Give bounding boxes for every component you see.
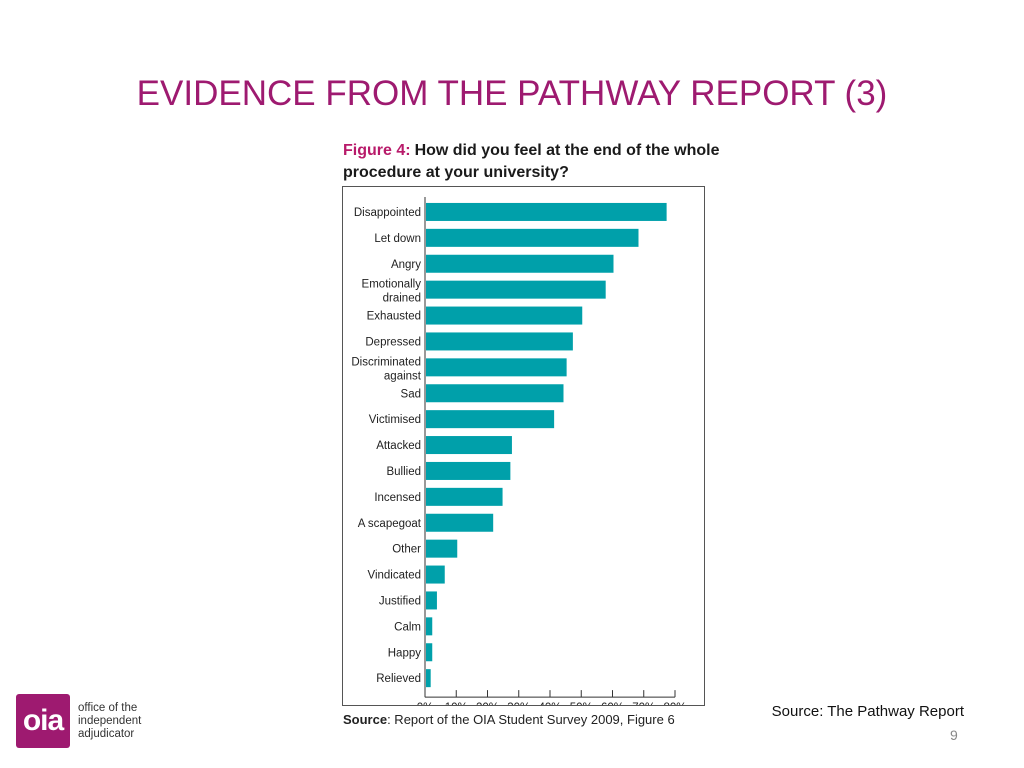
figure-label: Figure 4: xyxy=(343,142,411,159)
category-label: Discriminated against xyxy=(351,356,421,382)
x-tick-label: 50% xyxy=(570,702,593,705)
figure-source-text: : Report of the OIA Student Survey 2009,… xyxy=(387,712,675,727)
category-label: Disappointed xyxy=(354,207,421,219)
oia-logo-mark: oia xyxy=(16,694,70,748)
bar xyxy=(426,358,567,377)
x-tick-label: 70% xyxy=(632,702,655,705)
category-label: Bullied xyxy=(386,466,421,478)
bar xyxy=(426,280,606,299)
category-label: Exhausted xyxy=(367,311,421,323)
figure-heading: Figure 4: How did you feel at the end of … xyxy=(343,140,723,184)
bar xyxy=(426,513,494,532)
category-label: Angry xyxy=(391,259,421,271)
x-tick-label: 0% xyxy=(417,702,434,705)
category-label: A scapegoat xyxy=(358,518,422,530)
category-label: Relieved xyxy=(376,673,421,685)
chart-frame: Disappointed Let down Angry Emotionally drai… xyxy=(342,186,705,706)
figure-question: How did you feel at the end of the whole… xyxy=(343,142,720,181)
category-label: Calm xyxy=(394,621,421,633)
category-label: Sad xyxy=(401,388,421,400)
x-tick-label: 30% xyxy=(507,702,530,705)
figure-source-label: Source xyxy=(343,712,388,727)
bar xyxy=(426,202,667,221)
bar xyxy=(426,332,573,351)
category-label: Happy xyxy=(388,647,421,659)
category-label: Depressed xyxy=(365,336,421,348)
category-label: Emotionally drained xyxy=(362,279,422,305)
x-tick-label: 60% xyxy=(601,702,624,705)
bar xyxy=(426,591,437,610)
category-label: Victimised xyxy=(369,414,421,426)
x-tick-label: 20% xyxy=(476,702,499,705)
bar xyxy=(426,487,503,506)
oia-logo: oia office of the independent adjudicato… xyxy=(16,694,141,748)
category-label: Vindicated xyxy=(368,570,422,582)
x-tick-label: 10% xyxy=(445,702,468,705)
category-label: Other xyxy=(392,544,421,556)
logo-line: independent xyxy=(78,714,142,727)
page-number: 9 xyxy=(950,727,958,743)
x-tick-label: 40% xyxy=(538,702,561,705)
logo-line: office of the xyxy=(78,701,138,714)
bar xyxy=(426,617,433,636)
bar xyxy=(426,539,458,558)
logo-line: adjudicator xyxy=(78,727,135,740)
bar xyxy=(426,669,431,688)
bar xyxy=(426,436,512,455)
figure-source: Source: Report of the OIA Student Survey… xyxy=(343,712,675,727)
category-label: Justified xyxy=(379,595,421,607)
bar xyxy=(426,643,433,662)
bar xyxy=(426,254,614,273)
category-label: Incensed xyxy=(374,492,421,504)
bar xyxy=(426,565,445,584)
bar xyxy=(426,410,555,429)
bar xyxy=(426,306,583,325)
bar xyxy=(426,228,639,247)
oia-logo-text: office of the independent adjudicator xyxy=(78,702,141,741)
bar-chart: Disappointed Let down Angry Emotionally drai… xyxy=(351,197,687,705)
x-tick-label: 80% xyxy=(663,702,686,705)
source-note: Source: The Pathway Report xyxy=(771,703,964,720)
category-label: Attacked xyxy=(376,440,421,452)
category-label: Let down xyxy=(374,233,421,245)
bar xyxy=(426,461,511,480)
bar xyxy=(426,384,564,403)
slide-title: EVIDENCE FROM THE PATHWAY REPORT (3) xyxy=(136,74,888,113)
